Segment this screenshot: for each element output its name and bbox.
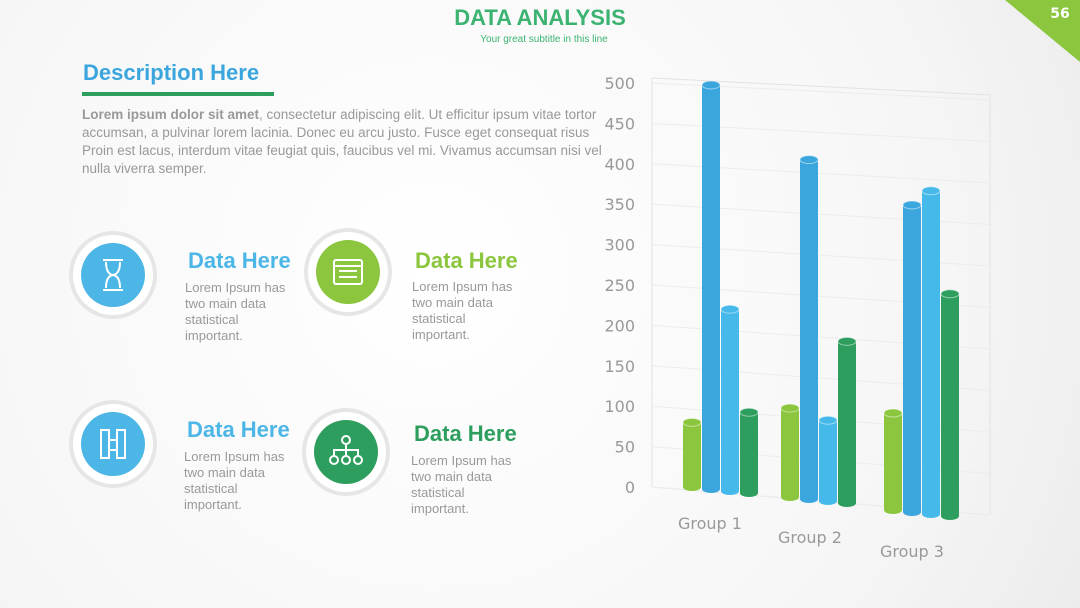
- bar-cap: [739, 407, 759, 417]
- bar: [838, 337, 856, 507]
- y-tick-label: 500: [604, 74, 635, 93]
- item-text: Lorem Ipsum has two main data statistica…: [412, 279, 513, 342]
- item-text: Lorem Ipsum has two main data statistica…: [184, 449, 285, 512]
- x-tick-label: Group 1: [678, 514, 742, 533]
- x-tick-label: Group 3: [880, 542, 944, 561]
- bar: [740, 408, 758, 497]
- item-text: Lorem Ipsum has two main data statistica…: [411, 453, 512, 516]
- item-title: Data Here: [188, 248, 291, 273]
- bar-cap: [902, 200, 922, 210]
- item-title: Data Here: [415, 248, 518, 273]
- bar-cap: [883, 408, 903, 418]
- bar-cap: [799, 155, 819, 165]
- bar: [800, 155, 818, 503]
- page-number: 56: [1050, 6, 1069, 22]
- y-tick-label: 400: [604, 155, 635, 174]
- y-tick-label: 100: [604, 397, 635, 416]
- bar: [819, 416, 837, 505]
- y-tick-label: 350: [604, 195, 635, 214]
- y-tick-label: 150: [604, 357, 635, 376]
- bar: [683, 418, 701, 491]
- bar-cap: [720, 304, 740, 314]
- title: DATA ANALYSIS: [454, 5, 626, 30]
- description: Lorem ipsum dolor sit amet, consectetur …: [82, 106, 602, 178]
- bar: [884, 409, 902, 514]
- y-tick-label: 0: [625, 478, 635, 497]
- y-tick-label: 300: [604, 236, 635, 255]
- lead: Lorem ipsum dolor sit amet: [82, 107, 260, 122]
- bar-cap: [818, 415, 838, 425]
- bar-cap: [682, 417, 702, 427]
- bar: [702, 81, 720, 493]
- bar-cap: [921, 186, 941, 196]
- bar: [922, 186, 940, 519]
- bar: [721, 305, 739, 495]
- heading-underline: [82, 92, 274, 96]
- y-tick-label: 450: [604, 114, 635, 133]
- item-title: Data Here: [414, 421, 517, 446]
- item-text: Lorem Ipsum has two main data statistica…: [185, 280, 286, 343]
- item-title: Data Here: [187, 417, 290, 442]
- bar-cap: [701, 80, 721, 90]
- description-heading: Description Here: [83, 60, 260, 85]
- corner-tab: [1005, 0, 1080, 62]
- bar-cap: [940, 289, 960, 299]
- icons: [69, 228, 392, 496]
- bar: [941, 289, 959, 520]
- bar-cap: [837, 336, 857, 346]
- bar-cap: [780, 403, 800, 413]
- subtitle: Your great subtitle in this line: [480, 34, 608, 45]
- y-tick-label: 50: [615, 438, 635, 457]
- y-tick-label: 200: [604, 316, 635, 335]
- y-tick-label: 250: [604, 276, 635, 295]
- bar: [781, 404, 799, 501]
- x-tick-label: Group 2: [778, 528, 842, 547]
- bar: [903, 200, 921, 516]
- body: , consectetur adipiscing elit. Ut effici…: [82, 107, 602, 176]
